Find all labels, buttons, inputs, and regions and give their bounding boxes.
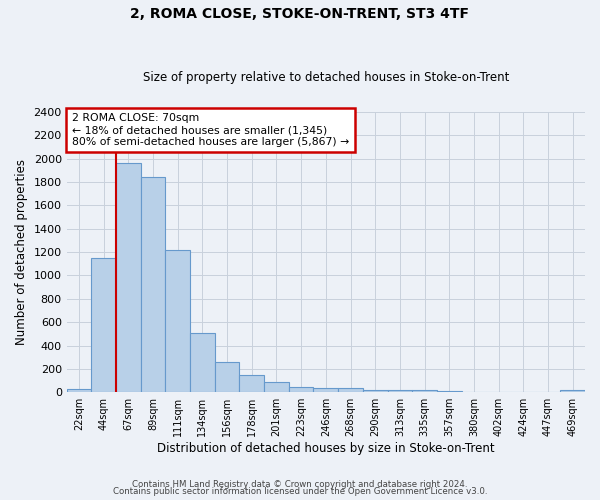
- Text: 2 ROMA CLOSE: 70sqm
← 18% of detached houses are smaller (1,345)
80% of semi-det: 2 ROMA CLOSE: 70sqm ← 18% of detached ho…: [72, 114, 349, 146]
- Bar: [363, 390, 388, 392]
- Bar: [141, 178, 166, 392]
- Bar: [289, 387, 313, 392]
- Text: Contains HM Land Registry data © Crown copyright and database right 2024.: Contains HM Land Registry data © Crown c…: [132, 480, 468, 489]
- Bar: [388, 390, 412, 392]
- Bar: [91, 258, 116, 392]
- Text: Contains public sector information licensed under the Open Government Licence v3: Contains public sector information licen…: [113, 488, 487, 496]
- Bar: [264, 382, 289, 392]
- Text: 2, ROMA CLOSE, STOKE-ON-TRENT, ST3 4TF: 2, ROMA CLOSE, STOKE-ON-TRENT, ST3 4TF: [131, 8, 470, 22]
- Bar: [67, 390, 91, 392]
- Bar: [437, 391, 461, 392]
- Bar: [338, 388, 363, 392]
- Bar: [313, 388, 338, 392]
- Bar: [560, 390, 585, 392]
- Bar: [116, 164, 141, 392]
- Title: Size of property relative to detached houses in Stoke-on-Trent: Size of property relative to detached ho…: [143, 72, 509, 85]
- Y-axis label: Number of detached properties: Number of detached properties: [15, 159, 28, 345]
- Bar: [190, 332, 215, 392]
- Bar: [166, 250, 190, 392]
- Bar: [412, 390, 437, 392]
- X-axis label: Distribution of detached houses by size in Stoke-on-Trent: Distribution of detached houses by size …: [157, 442, 494, 455]
- Bar: [239, 374, 264, 392]
- Bar: [215, 362, 239, 392]
